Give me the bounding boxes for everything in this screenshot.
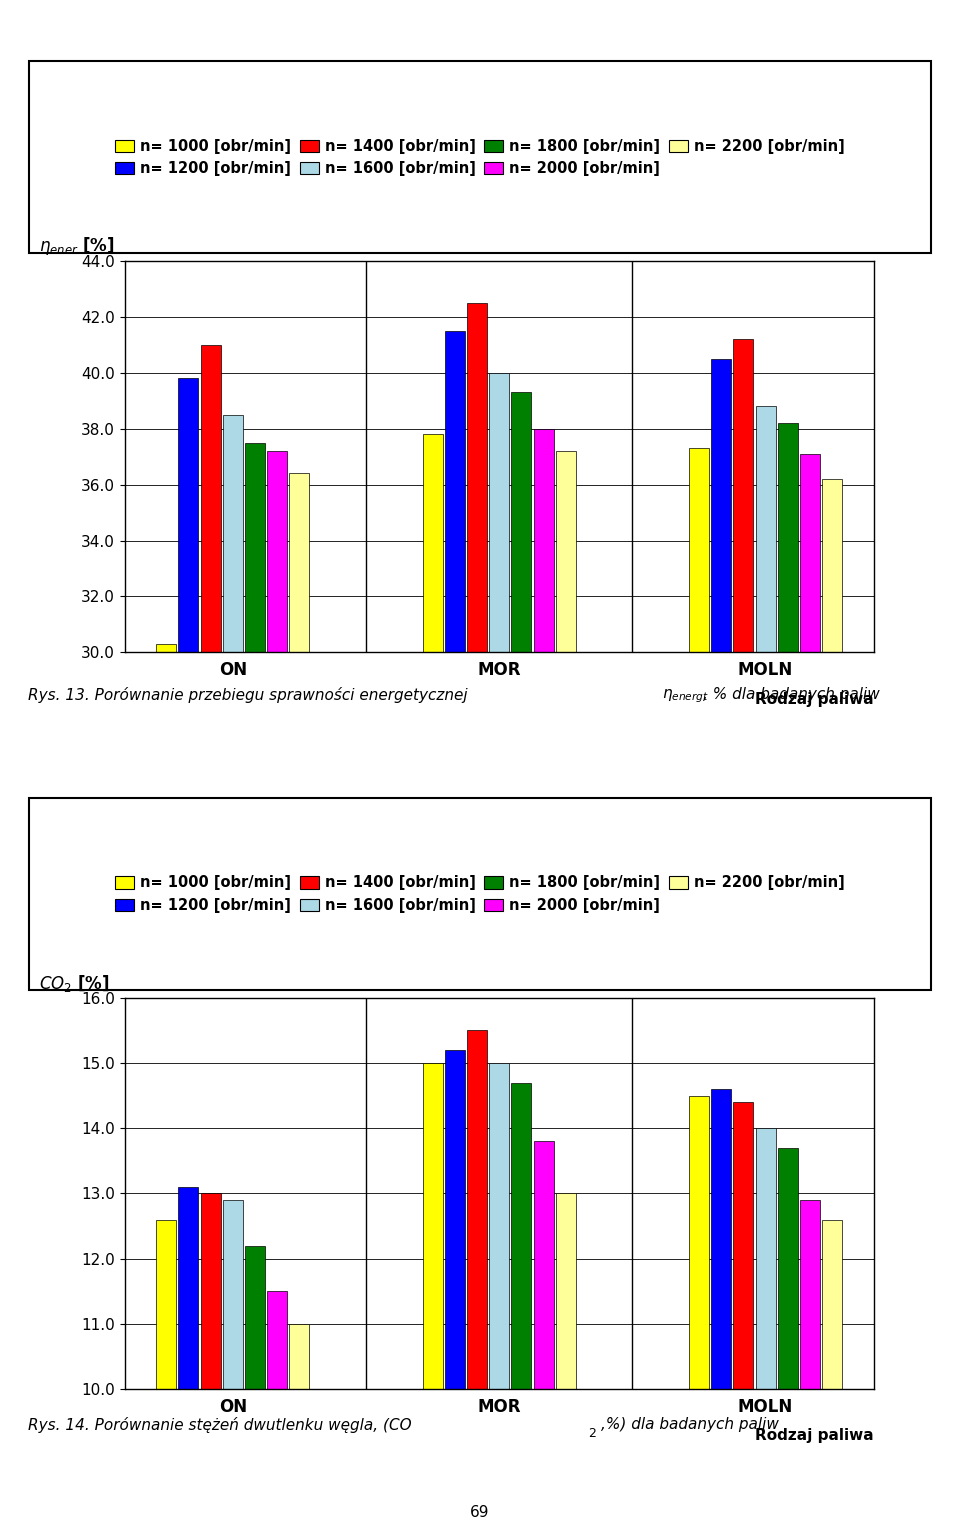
- Bar: [711, 359, 732, 652]
- Bar: [267, 451, 287, 652]
- Bar: [467, 302, 487, 652]
- Bar: [201, 345, 221, 652]
- Text: ,%) dla badanych paliw: ,%) dla badanych paliw: [601, 1417, 779, 1432]
- Bar: [444, 332, 465, 652]
- Legend: n= 1000 [obr/min], n= 1200 [obr/min], n= 1400 [obr/min], n= 1600 [obr/min], n= 1: n= 1000 [obr/min], n= 1200 [obr/min], n=…: [104, 127, 856, 187]
- Text: Rodzaj paliwa: Rodzaj paliwa: [755, 692, 874, 706]
- Text: 69: 69: [470, 1504, 490, 1520]
- Bar: [711, 1090, 732, 1389]
- Bar: [822, 1219, 842, 1389]
- Bar: [534, 428, 554, 652]
- Bar: [800, 454, 820, 652]
- Bar: [156, 645, 177, 652]
- Bar: [756, 1128, 776, 1389]
- Bar: [179, 1187, 199, 1389]
- Bar: [556, 1194, 576, 1389]
- Text: , % dla badanych paliw: , % dla badanych paliw: [703, 686, 879, 701]
- Bar: [267, 1291, 287, 1389]
- Bar: [512, 393, 532, 652]
- Bar: [778, 1148, 798, 1389]
- Legend: n= 1000 [obr/min], n= 1200 [obr/min], n= 1400 [obr/min], n= 1600 [obr/min], n= 1: n= 1000 [obr/min], n= 1200 [obr/min], n=…: [104, 864, 856, 924]
- Bar: [467, 1030, 487, 1389]
- Bar: [534, 1142, 554, 1389]
- Bar: [422, 434, 443, 652]
- Bar: [800, 1200, 820, 1389]
- Bar: [223, 414, 243, 652]
- Bar: [756, 407, 776, 652]
- Text: $\eta_{ener}$ [%]: $\eta_{ener}$ [%]: [38, 235, 114, 256]
- Bar: [223, 1200, 243, 1389]
- Bar: [289, 473, 309, 652]
- Text: Rys. 13. Porównanie przebiegu sprawności energetycznej: Rys. 13. Porównanie przebiegu sprawności…: [29, 686, 473, 703]
- Text: Rys. 14. Porównanie stężeń dwutlenku węgla, (CO: Rys. 14. Porównanie stężeń dwutlenku węg…: [29, 1417, 412, 1432]
- Bar: [179, 379, 199, 652]
- Text: Rodzaj paliwa: Rodzaj paliwa: [755, 1428, 874, 1443]
- Bar: [156, 1219, 177, 1389]
- Text: 2: 2: [588, 1428, 596, 1440]
- Bar: [490, 1062, 509, 1389]
- Bar: [245, 1246, 265, 1389]
- Bar: [289, 1323, 309, 1389]
- Text: $CO_2$ [%]: $CO_2$ [%]: [38, 973, 109, 993]
- Bar: [512, 1082, 532, 1389]
- Bar: [778, 424, 798, 652]
- Bar: [556, 451, 576, 652]
- FancyBboxPatch shape: [29, 798, 931, 990]
- Bar: [490, 373, 509, 652]
- Bar: [733, 1102, 754, 1389]
- Bar: [689, 1096, 709, 1389]
- Bar: [689, 448, 709, 652]
- Bar: [444, 1050, 465, 1389]
- Bar: [733, 339, 754, 652]
- Bar: [245, 442, 265, 652]
- Bar: [422, 1062, 443, 1389]
- FancyBboxPatch shape: [29, 61, 931, 253]
- Bar: [822, 479, 842, 652]
- Bar: [201, 1194, 221, 1389]
- Text: $\eta_{energt}$: $\eta_{energt}$: [661, 686, 708, 705]
